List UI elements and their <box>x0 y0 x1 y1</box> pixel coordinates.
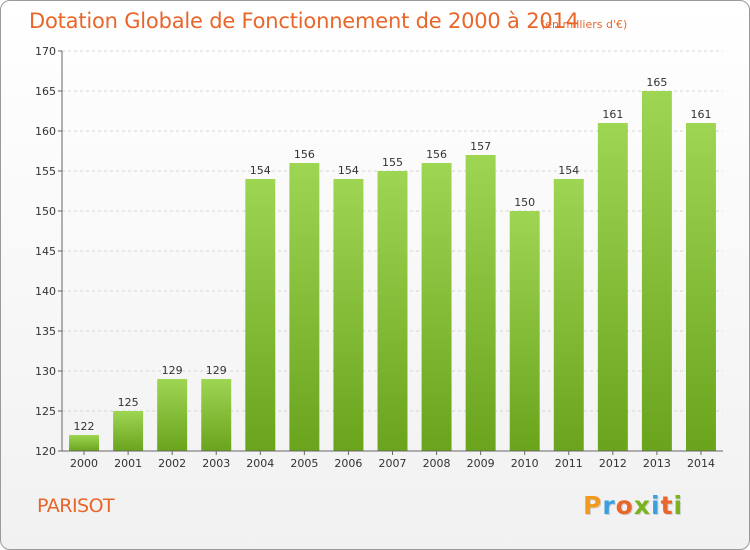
x-tick-label: 2005 <box>290 457 318 470</box>
value-label: 129 <box>162 364 183 377</box>
bar-2012 <box>597 123 628 451</box>
x-tick-label: 2011 <box>555 457 583 470</box>
y-tick-label: 155 <box>35 165 56 178</box>
value-label: 122 <box>74 420 95 433</box>
value-label: 125 <box>118 396 139 409</box>
bar-2003 <box>201 379 232 451</box>
bar-2006 <box>333 179 364 451</box>
logo-letter: i <box>651 491 661 520</box>
y-tick-label: 160 <box>35 125 56 138</box>
y-tick-label: 165 <box>35 85 56 98</box>
logo-letter: t <box>660 491 674 520</box>
value-label: 165 <box>646 76 667 89</box>
x-tick-label: 2000 <box>70 457 98 470</box>
bar-2004 <box>245 179 276 451</box>
logo-letter: r <box>602 491 616 520</box>
bar-2009 <box>465 155 496 451</box>
bar-2010 <box>509 211 540 451</box>
value-label: 156 <box>294 148 315 161</box>
y-tick-label: 140 <box>35 285 56 298</box>
x-tick-label: 2003 <box>202 457 230 470</box>
value-label: 156 <box>426 148 447 161</box>
x-tick-label: 2010 <box>511 457 539 470</box>
proxiti-logo: Proxiti <box>583 491 683 520</box>
value-label: 161 <box>602 108 623 121</box>
bar-2001 <box>113 411 144 451</box>
y-tick-label: 130 <box>35 365 56 378</box>
chart-unit: (en milliers d'€) <box>541 18 628 31</box>
x-tick-label: 2008 <box>423 457 451 470</box>
chart-title: Dotation Globale de Fonctionnement de 20… <box>29 9 579 33</box>
value-label: 150 <box>514 196 535 209</box>
bar-2002 <box>157 379 188 451</box>
logo-letter: x <box>633 491 651 520</box>
value-label: 155 <box>382 156 403 169</box>
y-tick-label: 145 <box>35 245 56 258</box>
x-tick-label: 2007 <box>379 457 407 470</box>
bar-2007 <box>377 171 408 451</box>
bar-2008 <box>421 163 452 451</box>
x-tick-label: 2012 <box>599 457 627 470</box>
y-tick-label: 120 <box>35 445 56 458</box>
y-tick-label: 135 <box>35 325 56 338</box>
bar-2000 <box>69 435 100 451</box>
logo-letter: i <box>673 491 684 520</box>
y-tick-label: 125 <box>35 405 56 418</box>
bar-2013 <box>641 91 672 451</box>
x-tick-label: 2006 <box>334 457 362 470</box>
y-tick-label: 150 <box>35 205 56 218</box>
value-label: 154 <box>338 164 359 177</box>
axes: 120 125 130 135 140 145 150 155 160 165 170 2000 200… <box>35 45 723 470</box>
commune-name: PARISOT <box>37 495 115 517</box>
y-tick-label: 170 <box>35 45 56 58</box>
logo-letter: o <box>615 491 634 520</box>
x-tick-label: 2004 <box>246 457 274 470</box>
value-label: 129 <box>206 364 227 377</box>
x-tick-label: 2001 <box>114 457 142 470</box>
x-tick-label: 2002 <box>158 457 186 470</box>
value-label: 154 <box>558 164 579 177</box>
value-label: 154 <box>250 164 271 177</box>
x-tick-label: 2014 <box>687 457 715 470</box>
logo-letter: P <box>583 491 603 520</box>
value-label: 157 <box>470 140 491 153</box>
bar-2014 <box>685 123 716 451</box>
value-label: 161 <box>690 108 711 121</box>
bar-2005 <box>289 163 320 451</box>
x-tick-label: 2013 <box>643 457 671 470</box>
bar-2011 <box>553 179 584 451</box>
x-tick-label: 2009 <box>467 457 495 470</box>
bars: 122 125 129 129 154 156 154 155 156 157 150 154 161 1… <box>69 76 716 451</box>
